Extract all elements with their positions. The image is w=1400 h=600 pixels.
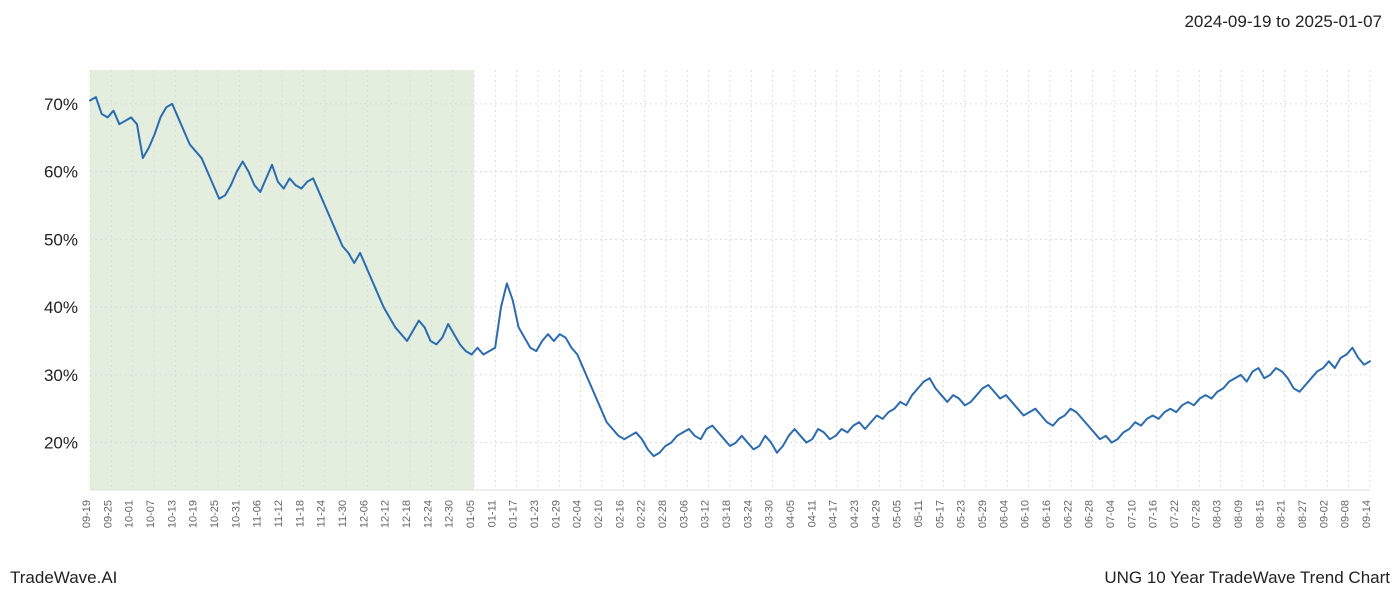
svg-text:12-24: 12-24 <box>422 500 434 528</box>
svg-text:30%: 30% <box>44 366 78 385</box>
svg-text:08-15: 08-15 <box>1254 500 1266 528</box>
svg-text:40%: 40% <box>44 298 78 317</box>
svg-text:09-02: 09-02 <box>1318 500 1330 528</box>
svg-text:12-12: 12-12 <box>380 500 392 528</box>
svg-text:05-11: 05-11 <box>913 500 925 527</box>
svg-text:01-17: 01-17 <box>508 500 520 528</box>
svg-text:03-18: 03-18 <box>721 500 733 528</box>
svg-text:01-05: 01-05 <box>465 500 477 528</box>
svg-text:11-18: 11-18 <box>294 500 306 527</box>
svg-text:07-28: 07-28 <box>1190 500 1202 528</box>
chart-title: UNG 10 Year TradeWave Trend Chart <box>1104 568 1390 588</box>
svg-text:02-22: 02-22 <box>636 500 648 528</box>
svg-text:10-13: 10-13 <box>166 500 178 528</box>
brand-label: TradeWave.AI <box>10 568 117 588</box>
svg-text:10-01: 10-01 <box>124 500 136 528</box>
svg-text:50%: 50% <box>44 230 78 249</box>
svg-text:07-22: 07-22 <box>1169 500 1181 528</box>
svg-text:04-11: 04-11 <box>806 500 818 527</box>
svg-text:09-08: 09-08 <box>1340 500 1352 528</box>
svg-text:11-12: 11-12 <box>273 500 285 527</box>
svg-text:10-19: 10-19 <box>188 500 200 528</box>
svg-text:70%: 70% <box>44 95 78 114</box>
svg-text:06-10: 06-10 <box>1020 500 1032 528</box>
svg-text:09-14: 09-14 <box>1361 500 1373 528</box>
svg-text:09-19: 09-19 <box>81 500 93 528</box>
svg-text:02-10: 02-10 <box>593 500 605 528</box>
svg-text:07-10: 07-10 <box>1126 500 1138 528</box>
svg-text:04-05: 04-05 <box>785 500 797 528</box>
svg-text:04-17: 04-17 <box>828 500 840 528</box>
svg-text:12-06: 12-06 <box>358 500 370 528</box>
svg-text:01-23: 01-23 <box>529 500 541 528</box>
svg-text:08-09: 08-09 <box>1233 500 1245 528</box>
svg-text:08-21: 08-21 <box>1276 500 1288 528</box>
svg-text:11-06: 11-06 <box>252 500 264 527</box>
trend-line-chart: 20%30%40%50%60%70%09-1909-2510-0110-0710… <box>90 60 1380 580</box>
svg-text:12-18: 12-18 <box>401 500 413 528</box>
svg-text:08-27: 08-27 <box>1297 500 1309 528</box>
date-range-label: 2024-09-19 to 2025-01-07 <box>1184 12 1382 32</box>
svg-text:11-30: 11-30 <box>337 500 349 527</box>
svg-text:07-16: 07-16 <box>1148 500 1160 528</box>
svg-text:10-25: 10-25 <box>209 500 221 528</box>
svg-text:07-04: 07-04 <box>1105 500 1117 528</box>
svg-text:06-16: 06-16 <box>1041 500 1053 528</box>
svg-text:20%: 20% <box>44 434 78 453</box>
svg-text:08-03: 08-03 <box>1212 500 1224 528</box>
svg-text:03-12: 03-12 <box>700 500 712 528</box>
svg-text:01-11: 01-11 <box>486 500 498 527</box>
svg-text:12-30: 12-30 <box>444 500 456 528</box>
svg-text:05-29: 05-29 <box>977 500 989 528</box>
chart-container: 2024-09-19 to 2025-01-07 20%30%40%50%60%… <box>0 0 1400 600</box>
svg-text:11-24: 11-24 <box>316 500 328 527</box>
chart-plot-area: 20%30%40%50%60%70%09-1909-2510-0110-0710… <box>90 60 1380 490</box>
svg-text:04-29: 04-29 <box>870 500 882 528</box>
svg-text:05-23: 05-23 <box>956 500 968 528</box>
svg-text:06-04: 06-04 <box>998 500 1010 528</box>
svg-text:06-22: 06-22 <box>1062 500 1074 528</box>
svg-text:06-28: 06-28 <box>1084 500 1096 528</box>
svg-text:01-29: 01-29 <box>550 500 562 528</box>
svg-text:05-17: 05-17 <box>934 500 946 528</box>
svg-text:03-24: 03-24 <box>742 500 754 528</box>
svg-text:03-30: 03-30 <box>764 500 776 528</box>
svg-text:03-06: 03-06 <box>678 500 690 528</box>
svg-text:02-16: 02-16 <box>614 500 626 528</box>
svg-text:05-05: 05-05 <box>892 500 904 528</box>
svg-text:02-04: 02-04 <box>572 500 584 528</box>
svg-text:10-31: 10-31 <box>230 500 242 528</box>
svg-text:09-25: 09-25 <box>102 500 114 528</box>
svg-text:60%: 60% <box>44 163 78 182</box>
svg-text:10-07: 10-07 <box>145 500 157 528</box>
svg-text:02-28: 02-28 <box>657 500 669 528</box>
svg-text:04-23: 04-23 <box>849 500 861 528</box>
